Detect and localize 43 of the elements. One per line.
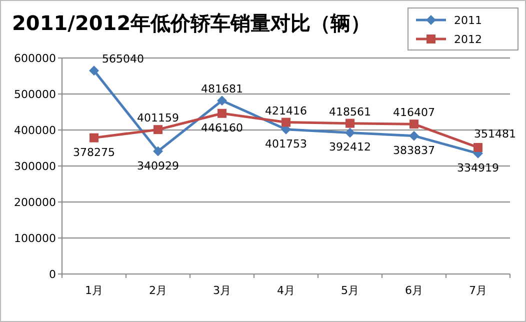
y-tick-label: 300000 bbox=[14, 160, 56, 173]
data-label: 351481 bbox=[474, 127, 516, 140]
point bbox=[345, 128, 355, 138]
x-tick-label: 2月 bbox=[149, 284, 167, 297]
data-label: 378275 bbox=[73, 146, 115, 159]
legend-label: 2012 bbox=[454, 33, 482, 46]
x-tick-label: 7月 bbox=[469, 284, 487, 297]
point bbox=[217, 96, 227, 106]
data-label: 383837 bbox=[393, 144, 435, 157]
data-label: 565040 bbox=[102, 52, 144, 66]
data-label: 392412 bbox=[329, 140, 371, 154]
point bbox=[153, 146, 163, 156]
point bbox=[218, 108, 226, 118]
y-tick-label: 400000 bbox=[14, 124, 56, 137]
y-tick-label: 600000 bbox=[14, 52, 56, 65]
y-tick-label: 500000 bbox=[14, 88, 56, 101]
y-tick-label: 0 bbox=[49, 268, 56, 281]
point bbox=[474, 142, 482, 152]
data-label: 401159 bbox=[137, 112, 179, 125]
data-label: 481681 bbox=[201, 82, 243, 96]
data-label: 416407 bbox=[393, 106, 435, 120]
y-tick-label: 200000 bbox=[14, 196, 56, 209]
x-tick-label: 1月 bbox=[85, 284, 103, 297]
x-tick-label: 5月 bbox=[341, 284, 359, 297]
data-label: 421416 bbox=[265, 104, 307, 118]
data-label: 418561 bbox=[329, 105, 371, 118]
x-tick-label: 3月 bbox=[213, 284, 231, 297]
legend-label: 2011 bbox=[454, 14, 482, 27]
y-tick-label: 100000 bbox=[14, 232, 56, 245]
data-label: 446160 bbox=[201, 121, 243, 134]
point bbox=[89, 66, 99, 76]
point bbox=[409, 130, 419, 141]
point bbox=[346, 118, 354, 128]
point bbox=[90, 133, 98, 142]
x-tick-label: 6月 bbox=[405, 284, 423, 297]
point bbox=[410, 120, 418, 129]
chart-title: 2011/2012年低价轿车销量对比（辆） bbox=[12, 11, 371, 35]
data-label: 340929 bbox=[137, 159, 179, 172]
x-tick-label: 4月 bbox=[277, 284, 295, 297]
point bbox=[154, 125, 162, 134]
point bbox=[282, 118, 290, 127]
data-label: 334919 bbox=[457, 161, 499, 174]
data-label: 401753 bbox=[265, 137, 307, 150]
